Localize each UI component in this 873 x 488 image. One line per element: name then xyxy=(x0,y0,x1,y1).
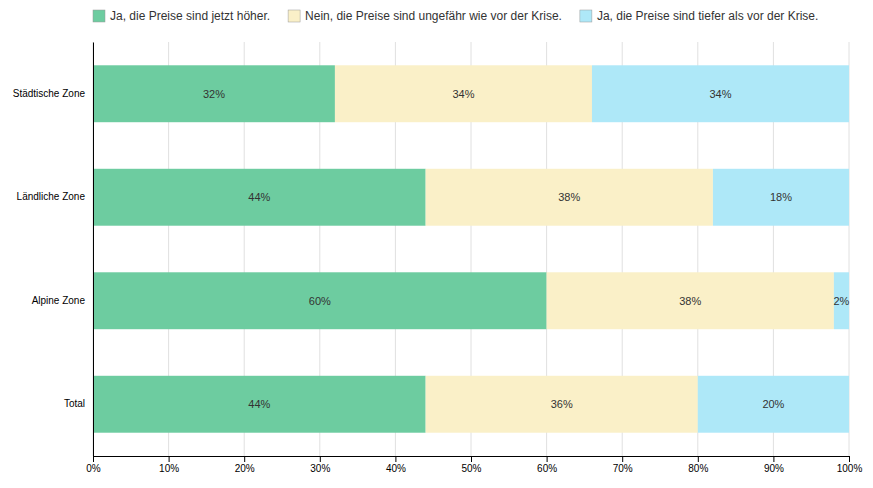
x-tick: 30% xyxy=(310,456,330,474)
x-tick-mark xyxy=(698,456,699,462)
x-tick-mark xyxy=(320,456,321,462)
x-axis: 0% 10% 20% 30% 40% 50% 60% 70% 80% 90% 100% xyxy=(86,456,862,474)
grid-line xyxy=(93,42,94,456)
x-tick-label: 30% xyxy=(310,463,330,474)
bar xyxy=(698,376,849,433)
bar xyxy=(834,272,849,329)
data-label: 38% xyxy=(558,191,580,203)
x-tick-mark xyxy=(244,456,245,462)
bar xyxy=(335,65,592,122)
y-tick: Ländliche Zone xyxy=(17,191,86,202)
data-label: 44% xyxy=(248,398,270,410)
legend-swatch xyxy=(288,10,300,22)
data-label: 2% xyxy=(833,295,849,307)
plot: 32% 44% 60% 44% 34% 38% 38% 36% 34% 18% 2% 20% 0% 10%… xyxy=(13,42,863,474)
x-tick-label: 0% xyxy=(86,463,101,474)
x-tick-mark xyxy=(622,456,623,462)
data-label: 44% xyxy=(248,191,270,203)
y-tick: Städtische Zone xyxy=(13,88,86,99)
x-tick: 20% xyxy=(235,456,255,474)
series xyxy=(592,65,849,432)
data-label: 60% xyxy=(309,295,331,307)
y-axis: Städtische Zone Ländliche Zone Alpine Zone… xyxy=(13,43,94,457)
x-tick-label: 20% xyxy=(235,463,255,474)
y-axis-line xyxy=(93,43,94,457)
data-label: 34% xyxy=(452,88,474,100)
x-tick: 90% xyxy=(764,456,784,474)
x-tick: 0% xyxy=(86,456,101,474)
data-label: 20% xyxy=(762,398,784,410)
bar xyxy=(93,272,547,329)
bar xyxy=(93,65,335,122)
x-tick-mark xyxy=(471,456,472,462)
x-tick: 10% xyxy=(159,456,179,474)
bar xyxy=(547,272,834,329)
legend-item: Ja, die Preise sind tiefer als vor der K… xyxy=(580,9,818,23)
x-tick-label: 70% xyxy=(613,463,633,474)
bars xyxy=(93,65,849,432)
x-tick-label: 10% xyxy=(159,463,179,474)
bar xyxy=(592,65,849,122)
legend-item: Nein, die Preise sind ungefähr wie vor d… xyxy=(288,9,562,23)
x-tick-label: 50% xyxy=(461,463,481,474)
x-tick-label: 100% xyxy=(837,463,863,474)
legend-label: Ja, die Preise sind jetzt höher. xyxy=(110,9,270,23)
x-tick-label: 80% xyxy=(688,463,708,474)
x-axis-line xyxy=(94,457,850,463)
data-labels: 32% 44% 60% 44% 34% 38% 38% 36% 34% 18% 2% 20% xyxy=(203,88,850,411)
x-tick-mark xyxy=(849,456,850,462)
x-tick-label: 40% xyxy=(386,463,406,474)
x-tick-label: 60% xyxy=(537,463,557,474)
legend-item: Ja, die Preise sind jetzt höher. xyxy=(93,9,270,23)
x-tick-mark xyxy=(547,456,548,462)
x-tick-label: 90% xyxy=(764,463,784,474)
bar xyxy=(93,169,426,226)
legend-swatch xyxy=(93,10,105,22)
legend-label: Ja, die Preise sind tiefer als vor der K… xyxy=(597,9,818,23)
data-label: 32% xyxy=(203,88,225,100)
bar xyxy=(93,376,426,433)
bar xyxy=(713,169,849,226)
x-tick-mark xyxy=(395,456,396,462)
data-label: 34% xyxy=(709,88,731,100)
x-tick: 50% xyxy=(461,456,481,474)
data-label: 36% xyxy=(551,398,573,410)
x-tick: 40% xyxy=(386,456,406,474)
y-tick-label: Ländliche Zone xyxy=(17,191,86,202)
x-tick: 60% xyxy=(537,456,557,474)
y-tick-label: Städtische Zone xyxy=(13,88,86,99)
x-tick-mark xyxy=(773,456,774,462)
legend: Ja, die Preise sind jetzt höher. Nein, di… xyxy=(93,9,818,23)
legend-label: Nein, die Preise sind ungefähr wie vor d… xyxy=(305,9,562,23)
chart: Ja, die Preise sind jetzt höher. Nein, di… xyxy=(0,0,873,488)
y-tick-label: Total xyxy=(64,398,85,409)
legend-swatch xyxy=(580,10,592,22)
x-tick: 100% xyxy=(837,456,863,474)
y-tick: Total xyxy=(64,398,85,409)
data-label: 18% xyxy=(770,191,792,203)
bar xyxy=(426,376,698,433)
y-tick-label: Alpine Zone xyxy=(32,295,86,306)
x-tick-mark xyxy=(169,456,170,462)
y-tick: Alpine Zone xyxy=(32,295,86,306)
x-tick-mark xyxy=(93,456,94,462)
x-tick: 80% xyxy=(688,456,708,474)
data-label: 38% xyxy=(679,295,701,307)
grid xyxy=(93,42,849,456)
bar xyxy=(426,169,713,226)
x-tick: 70% xyxy=(613,456,633,474)
